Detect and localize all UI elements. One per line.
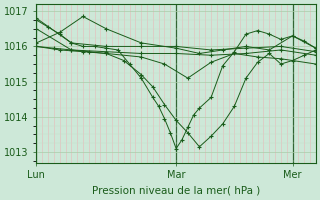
X-axis label: Pression niveau de la mer( hPa ): Pression niveau de la mer( hPa ) [92, 186, 260, 196]
